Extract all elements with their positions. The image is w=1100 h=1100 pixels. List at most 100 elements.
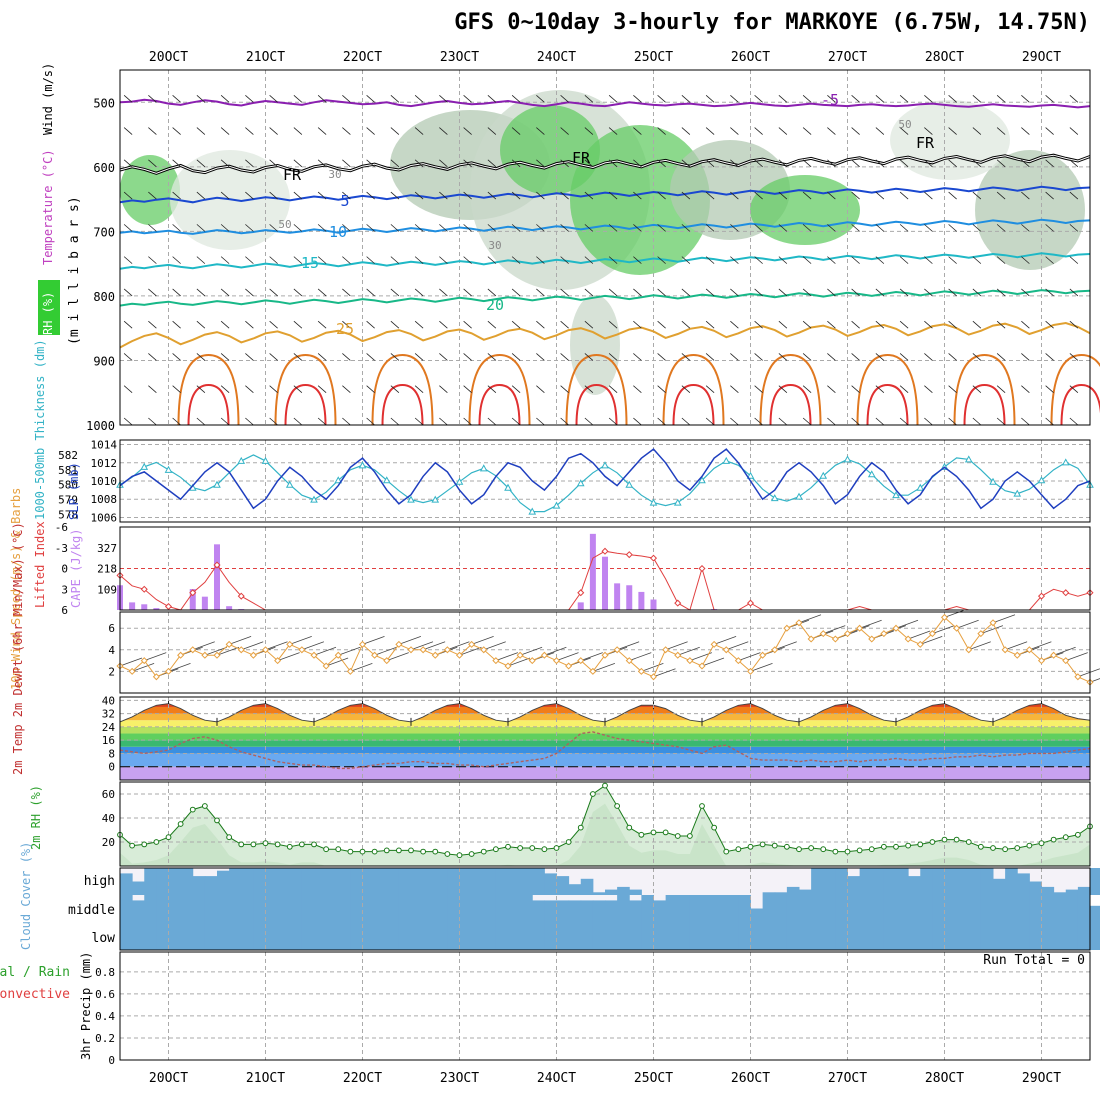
lifted-index-marker xyxy=(237,592,245,600)
wind-barb xyxy=(924,127,933,135)
wind-barb xyxy=(948,288,957,297)
wind-barb xyxy=(657,417,666,426)
wind-barb xyxy=(705,191,715,200)
wind-barb xyxy=(584,385,594,394)
wind-barb xyxy=(536,94,545,103)
cloud-cover-bar xyxy=(241,922,254,950)
rh2m-panel-frame xyxy=(119,781,1091,867)
y-tick-label: 0.8 xyxy=(95,966,115,979)
wind-speed-marker xyxy=(1037,657,1046,665)
wind-barb xyxy=(487,224,497,232)
cloud-cover-bar xyxy=(968,895,982,922)
wind-barb xyxy=(608,191,618,200)
cloud-cover-bar xyxy=(835,868,848,895)
temperature-band xyxy=(120,726,1090,734)
cloud-level-label: high xyxy=(84,874,115,889)
wind-barb xyxy=(148,320,157,329)
wind-barb xyxy=(148,224,157,232)
wind-barb xyxy=(317,353,327,361)
wind-barb xyxy=(899,127,909,135)
rh2m-marker xyxy=(1014,845,1021,851)
wind-barb xyxy=(414,288,424,297)
cloud-cover-bar xyxy=(423,922,436,950)
wind-barb-10m xyxy=(144,652,167,661)
rh2m-marker xyxy=(905,842,912,849)
isotherm-line xyxy=(119,289,1091,307)
wind-barb xyxy=(972,320,982,329)
wind-barb xyxy=(220,385,230,394)
wind-barb-10m xyxy=(277,652,300,661)
wind-barb xyxy=(851,353,860,361)
wind-barb xyxy=(269,127,278,135)
cloud-cover-bar xyxy=(544,873,557,895)
wind-barb xyxy=(463,256,472,264)
isotherm-line xyxy=(119,252,1091,270)
wind-barb xyxy=(414,256,424,264)
wind-barb-10m xyxy=(228,636,252,645)
wind-speed-marker xyxy=(201,651,209,659)
wind-speed-marker xyxy=(419,646,427,654)
wind-barb xyxy=(390,385,400,394)
cloud-cover-bar xyxy=(786,922,800,950)
wind-barb-10m xyxy=(289,636,312,645)
rh2m-marker xyxy=(771,842,778,849)
wind-barb xyxy=(608,320,618,329)
cloud-cover-bar xyxy=(483,895,497,922)
wind-barb xyxy=(317,320,327,329)
thickness-marker xyxy=(964,455,973,463)
wind-barb xyxy=(439,159,448,168)
thickness-marker xyxy=(358,461,367,469)
wind-barb xyxy=(560,127,569,135)
y-tick-label-cape: 218 xyxy=(97,563,117,576)
wind-barb xyxy=(245,320,254,329)
wind-barb xyxy=(123,417,133,426)
wind-speed-marker xyxy=(771,646,779,654)
wind-barb-10m xyxy=(216,646,240,656)
wind-barb xyxy=(463,353,472,361)
rh2m-marker xyxy=(614,803,621,809)
rh2m-marker xyxy=(711,824,718,831)
wind-speed-marker xyxy=(940,613,949,621)
cloud-cover-bar xyxy=(677,922,691,950)
wind-barb xyxy=(754,159,763,168)
rh-shading-area xyxy=(890,100,1010,180)
wind-speed-marker xyxy=(346,667,354,675)
wind-barb xyxy=(730,353,739,361)
rh2m-marker xyxy=(893,843,899,850)
wind-barb xyxy=(390,191,400,200)
cloud-cover-bar xyxy=(180,922,194,950)
wind-barb-10m xyxy=(895,619,919,629)
wind-barb-10m xyxy=(192,641,215,651)
y-axis-label-temperature-2m: 2m Temp 2m DewPt (6hr Min/Max) (°C) xyxy=(11,522,25,775)
cloud-cover-bar xyxy=(459,895,473,922)
wind-speed-marker xyxy=(1025,646,1033,654)
cloud-cover-bar xyxy=(1053,895,1067,922)
wind-barb xyxy=(730,224,739,232)
wind-barb xyxy=(802,191,812,200)
wind-panel-frame xyxy=(119,611,1091,694)
wind-barb xyxy=(172,256,181,264)
temperature-panel-frame xyxy=(119,696,1091,781)
wind-barb xyxy=(342,417,351,426)
rh-shading-area xyxy=(975,150,1085,270)
rh2m-marker xyxy=(141,841,148,848)
wind-barb xyxy=(705,320,715,329)
wind-barb xyxy=(293,288,303,297)
wind-barb xyxy=(1069,320,1079,329)
cloud-cover-bar xyxy=(374,922,388,950)
y-tick-label: 24 xyxy=(102,721,116,734)
rh2m-marker xyxy=(941,836,948,843)
wind-barb-10m xyxy=(592,663,616,672)
cloud-cover-bar xyxy=(738,922,751,950)
wind-speed-marker xyxy=(334,651,342,659)
cloud-cover-bar xyxy=(435,868,448,895)
x-tick-label-bottom: 20OCT xyxy=(149,1071,188,1086)
wind-barb-10m xyxy=(350,663,373,672)
thickness-marker xyxy=(989,477,997,485)
wind-barb xyxy=(924,256,933,264)
cloud-cover-bar xyxy=(459,922,473,950)
cloud-cover-bar xyxy=(750,922,764,950)
wind-barb xyxy=(948,417,957,426)
y-tick-label: 700 xyxy=(93,225,115,239)
